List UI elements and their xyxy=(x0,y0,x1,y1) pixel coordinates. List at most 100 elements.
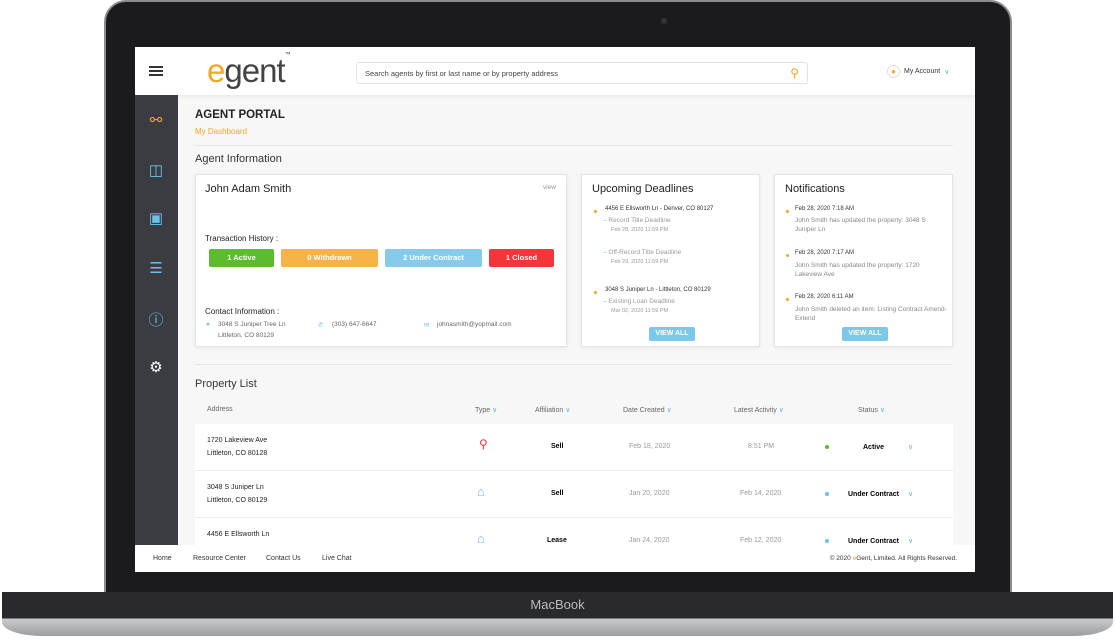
search-input[interactable]: Search agents by first or last name or b… xyxy=(356,62,808,84)
chevron-down-icon[interactable]: ∨ xyxy=(908,491,914,498)
footer-link-resource-center[interactable]: Resource Center xyxy=(193,555,246,562)
contact-email[interactable]: johnasmith@yopmail.com xyxy=(437,321,512,328)
withdrawn-badge[interactable]: 0 Withdrawn xyxy=(281,249,378,267)
footer-link-live-chat[interactable]: Live Chat xyxy=(322,555,352,562)
header: egent™ Search agents by first or last na… xyxy=(135,47,975,95)
date-created: Feb 18, 2020 xyxy=(629,443,671,450)
pin-icon: ⚲ xyxy=(479,437,488,451)
chevron-down-icon: ∨ xyxy=(944,68,950,76)
status-dot xyxy=(825,445,829,449)
history-label: Transaction History : xyxy=(205,234,279,243)
column-latest-activity[interactable]: Latest Activity ∨ xyxy=(734,407,784,414)
under-contract-badge[interactable]: 2 Under Contract xyxy=(385,249,482,267)
sidebar: ⚯ ◫ ▣ ☰ ⓘ ⚙ xyxy=(135,95,178,545)
deadline-property: 4456 E Ellsworth Ln - Denver, CO 80127 xyxy=(605,206,714,212)
column-address: Address xyxy=(207,406,233,413)
agent-name: John Adam Smith xyxy=(205,183,292,195)
calendar-icon[interactable]: ▣ xyxy=(148,210,164,227)
divider xyxy=(195,145,953,146)
table-row[interactable]: 3048 S Juniper Ln Littleton, CO 80129 ⌂ … xyxy=(195,471,953,518)
deadline-date: Mar 02, 2020 11:59 PM xyxy=(611,308,669,314)
user-avatar-icon: ● xyxy=(887,65,900,78)
help-icon[interactable]: ⓘ xyxy=(148,312,164,329)
laptop-base xyxy=(2,592,1113,636)
logo: egent™ xyxy=(207,52,291,89)
laptop-brand: MacBook xyxy=(530,597,585,612)
affiliation: Sell xyxy=(551,490,564,497)
date-created: Jan 20, 2020 xyxy=(629,490,670,497)
app-screen: egent™ Search agents by first or last na… xyxy=(135,47,975,572)
status-dot xyxy=(825,539,829,543)
status-badge: Under Contract xyxy=(848,491,899,498)
status-dot xyxy=(825,492,829,496)
deadline-date: Feb 29, 2020 11:59 PM xyxy=(611,259,669,265)
address-line2: Littleton, CO 80129 xyxy=(207,497,268,504)
deadline-date: Feb 28, 2020 11:59 PM xyxy=(611,227,669,233)
notification-text: John Smith has updated the property: 304… xyxy=(795,217,926,233)
deadlines-view-all-button[interactable]: VIEW ALL xyxy=(649,327,695,341)
table-row[interactable]: 1720 Lakeview Ave Littleton, CO 80128 ⚲ … xyxy=(195,424,953,471)
chat-icon[interactable]: ◫ xyxy=(148,162,164,179)
copyright: © 2020 eGent, Limited. All Rights Reserv… xyxy=(829,555,957,562)
latest-activity: Feb 14, 2020 xyxy=(740,490,782,497)
breadcrumb[interactable]: My Dashboard xyxy=(195,127,248,136)
deadlines-card: Upcoming Deadlines 4456 E Ellsworth Ln -… xyxy=(581,174,760,347)
deadline-item: – Record Title Deadline xyxy=(603,217,671,224)
column-type[interactable]: Type ∨ xyxy=(475,407,498,414)
chevron-down-icon[interactable]: ∨ xyxy=(908,444,914,451)
email-icon: ✉ xyxy=(424,322,430,329)
account-menu[interactable]: ● My Account ∨ xyxy=(887,65,949,78)
phone-icon: ✆ xyxy=(318,322,324,329)
address-line1: 1720 Lakeview Ave xyxy=(207,437,268,444)
deadline-property: 3048 S Juniper Ln - Littleton, CO 80129 xyxy=(605,287,711,293)
address-line1: 3048 S Juniper Ln xyxy=(207,484,264,491)
hamburger-menu-icon[interactable] xyxy=(149,66,163,76)
notification-time: Feb 28, 2020 7:17 AM xyxy=(795,250,855,256)
column-status[interactable]: Status ∨ xyxy=(858,407,885,414)
contact-phone: (303) 647-6647 xyxy=(332,321,377,328)
camera xyxy=(661,18,667,24)
gear-icon[interactable]: ⚙ xyxy=(149,359,163,376)
deadline-item: – Off-Record Title Deadline xyxy=(603,249,682,256)
house-icon: ⌂ xyxy=(477,531,485,546)
address-line1: 4456 E Ellsworth Ln xyxy=(207,531,270,538)
notification-time: Feb 28, 2020 7:18 AM xyxy=(795,206,855,212)
deadline-item: – Existing Loan Deadline xyxy=(603,298,675,305)
notification-time: Feb 28, 2020 6:11 AM xyxy=(795,294,854,300)
notifications-view-all-button[interactable]: VIEW ALL xyxy=(842,327,888,341)
property-section-title: Property List xyxy=(195,378,257,390)
notifications-title: Notifications xyxy=(785,183,845,195)
footer: Home Resource Center Contact Us Live Cha… xyxy=(135,545,975,572)
address-line2: Littleton, CO 80128 xyxy=(207,450,268,457)
notification-text: John Smith deleted an item: Listing Cont… xyxy=(795,306,947,322)
contact-label: Contact Information : xyxy=(205,307,280,316)
deadlines-title: Upcoming Deadlines xyxy=(592,183,694,195)
date-created: Jan 24, 2020 xyxy=(629,537,670,544)
chevron-down-icon[interactable]: ∨ xyxy=(908,538,914,545)
divider xyxy=(195,364,953,365)
account-label: My Account xyxy=(904,68,941,75)
footer-link-contact-us[interactable]: Contact Us xyxy=(266,555,301,562)
location-icon: ● xyxy=(206,321,210,328)
column-affiliation[interactable]: Affiliation ∨ xyxy=(535,407,571,414)
affiliation: Sell xyxy=(551,443,564,450)
house-icon: ⌂ xyxy=(477,484,485,499)
footer-link-home[interactable]: Home xyxy=(153,555,172,562)
page-title: AGENT PORTAL xyxy=(195,109,285,121)
view-link[interactable]: view xyxy=(542,184,556,191)
agent-card: John Adam Smith view Transaction History… xyxy=(195,174,567,347)
search-icon[interactable]: ⚲ xyxy=(790,66,799,80)
contact-address-2: Littleton, CO 80129 xyxy=(218,332,275,339)
list-icon[interactable]: ☰ xyxy=(149,260,163,277)
active-badge[interactable]: 1 Active xyxy=(209,249,274,267)
notifications-card: Notifications Feb 28, 2020 7:18 AM John … xyxy=(774,174,953,347)
latest-activity: Feb 12, 2020 xyxy=(740,537,782,544)
agents-icon[interactable]: ⚯ xyxy=(149,112,163,129)
closed-badge[interactable]: 1 Closed xyxy=(489,249,554,267)
search-placeholder: Search agents by first or last name or b… xyxy=(365,69,559,78)
status-badge: Active xyxy=(863,444,885,451)
status-badge: Under Contract xyxy=(848,538,899,545)
latest-activity: 8:51 PM xyxy=(748,443,775,450)
notification-text: John Smith has updated the property: 172… xyxy=(795,262,920,278)
column-date-created[interactable]: Date Created ∨ xyxy=(623,407,672,414)
